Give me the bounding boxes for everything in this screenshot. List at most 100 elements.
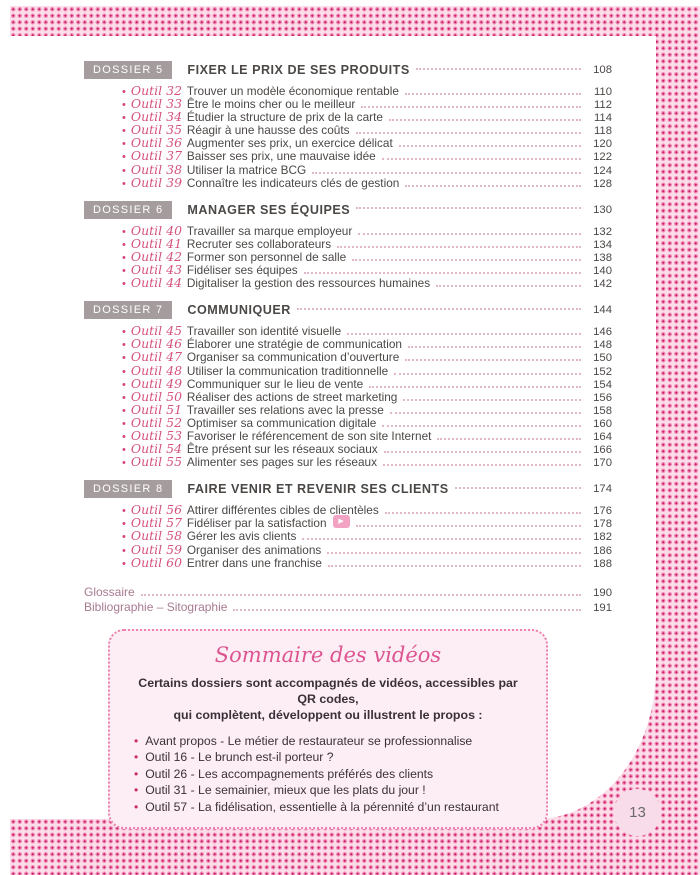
outil-label: Outil 56 xyxy=(130,502,183,518)
dot-leaders xyxy=(347,333,581,336)
toc-item: • Outil 50 Réaliser des actions de stree… xyxy=(122,389,612,404)
section-page-number: 144 xyxy=(593,304,612,317)
outil-label: Outil 49 xyxy=(130,375,183,391)
toc-item: • Outil 57 Fidéliser par la satisfaction… xyxy=(122,515,612,530)
dossier-badge: DOSSIER 6 xyxy=(84,200,173,219)
item-title: Utiliser la matrice BCG xyxy=(186,162,307,177)
dot-leaders xyxy=(355,525,581,528)
toc-item: • Outil 48 Utiliser la communication tra… xyxy=(122,363,612,378)
bullet-icon: • xyxy=(122,444,126,457)
item-page-number: 150 xyxy=(593,352,612,365)
dot-leaders xyxy=(415,67,581,70)
toc-item: • Outil 43 Fidéliser ses équipes 140 xyxy=(122,262,612,278)
item-page-number: 132 xyxy=(593,225,612,238)
bullet-icon: • xyxy=(122,531,126,544)
section-title: MANAGER SES ÉQUIPES xyxy=(187,202,351,217)
toc-item: • Outil 51 Travailler ses relations avec… xyxy=(122,402,612,417)
toc-item: • Outil 59 Organiser des animations 186 xyxy=(122,542,612,557)
bullet-icon: • xyxy=(122,177,126,190)
toc-section: DOSSIER 5 FIXER LE PRIX DE SES PRODUITS … xyxy=(84,60,612,190)
bullet-icon: • xyxy=(122,544,126,557)
item-page-number: 140 xyxy=(593,265,612,278)
outil-label: Outil 45 xyxy=(130,323,183,339)
dot-leaders xyxy=(389,411,581,414)
outil-label: Outil 44 xyxy=(130,275,183,291)
toc-item: • Outil 45 Travailler son identité visue… xyxy=(122,323,612,339)
outil-label: Outil 55 xyxy=(130,454,183,470)
dot-leaders xyxy=(303,272,581,275)
video-summary-box: Sommaire des vidéos Certains dossiers so… xyxy=(108,628,548,830)
bullet-icon: • xyxy=(134,799,139,814)
dot-leaders xyxy=(382,424,581,427)
item-title: Travailler son identité visuelle xyxy=(186,324,342,339)
bullet-icon: • xyxy=(134,766,139,781)
section-header: DOSSIER 5 FIXER LE PRIX DE SES PRODUITS … xyxy=(84,60,612,80)
item-title: Recruter ses collaborateurs xyxy=(186,236,332,251)
bullet-icon: • xyxy=(122,505,126,518)
video-list: • Avant propos - Le métier de restaurate… xyxy=(128,733,528,816)
video-box-intro: Certains dossiers sont accompagnés de vi… xyxy=(128,675,528,723)
outil-label: Outil 54 xyxy=(130,441,183,457)
bullet-icon: • xyxy=(122,339,126,352)
section-title: FAIRE VENIR ET REVENIR SES CLIENTS xyxy=(187,482,449,497)
item-page-number: 114 xyxy=(593,112,612,125)
item-page-number: 134 xyxy=(593,238,612,251)
video-item-text: Outil 16 - Le brunch est-il porteur ? xyxy=(145,750,334,765)
outil-label: Outil 40 xyxy=(130,222,183,238)
dossier-badge: DOSSIER 5 xyxy=(84,61,173,79)
item-page-number: 160 xyxy=(593,417,612,430)
outil-label: Outil 39 xyxy=(130,174,183,190)
item-title: Favoriser le référencement de son site I… xyxy=(186,428,432,443)
video-list-item: • Outil 26 - Les accompagnements préféré… xyxy=(134,766,528,783)
dot-leaders xyxy=(233,608,581,611)
item-page-number: 142 xyxy=(593,278,612,291)
toc-item: • Outil 60 Entrer dans une franchise 188 xyxy=(122,555,612,570)
outil-label: Outil 46 xyxy=(130,336,183,352)
video-item-text: Outil 57 - La fidélisation, essentielle … xyxy=(145,799,499,814)
item-page-number: 124 xyxy=(593,164,612,177)
section-items: • Outil 40 Travailler sa marque employeu… xyxy=(84,222,612,291)
dot-leaders xyxy=(381,158,581,161)
item-title: Utiliser la communication traditionnelle xyxy=(186,363,389,378)
section-page-number: 174 xyxy=(593,483,612,496)
item-title: Former son personnel de salle xyxy=(186,249,347,264)
section-header: DOSSIER 6 MANAGER SES ÉQUIPES 130 xyxy=(84,200,612,220)
dossier-badge: DOSSIER 8 xyxy=(84,480,173,499)
item-page-number: 170 xyxy=(593,457,612,470)
outil-label: Outil 52 xyxy=(130,414,183,430)
item-title: Entrer dans une franchise xyxy=(186,555,322,570)
dot-leaders xyxy=(352,258,581,261)
item-title: Travailler sa marque employeur xyxy=(186,223,353,238)
section-header: DOSSIER 7 COMMUNIQUER 144 xyxy=(84,300,612,320)
item-title: Baisser ses prix, une mauvaise idée xyxy=(186,149,376,164)
toc-item: • Outil 44 Digitaliser la gestion des re… xyxy=(122,275,612,291)
outil-label: Outil 43 xyxy=(130,262,183,278)
extra-page-number: 191 xyxy=(593,601,612,614)
item-title: Étudier la structure de prix de la carte xyxy=(186,110,383,125)
play-triangle-icon: ▶ xyxy=(338,518,344,526)
toc-extras: Glossaire 190 Bibliographie – Sitographi… xyxy=(84,585,612,615)
dot-leaders xyxy=(437,437,581,440)
dot-leaders xyxy=(405,184,581,187)
video-item-text: Outil 26 - Les accompagnements préférés … xyxy=(145,766,434,781)
toc-item: • Outil 34 Étudier la structure de prix … xyxy=(122,109,612,125)
outil-label: Outil 47 xyxy=(130,349,183,365)
item-title: Augmenter ses prix, un exercice délicat xyxy=(186,136,393,151)
bullet-icon: • xyxy=(122,326,126,339)
bullet-icon: • xyxy=(122,164,126,177)
toc-section: DOSSIER 7 COMMUNIQUER 144 • Outil 45 Tra… xyxy=(84,300,612,470)
item-title: Gérer les avis clients xyxy=(186,529,297,544)
toc-item: • Outil 37 Baisser ses prix, une mauvais… xyxy=(122,148,612,164)
toc-item: • Outil 54 Être présent sur les réseaux … xyxy=(122,441,612,457)
outil-label: Outil 36 xyxy=(130,135,183,151)
item-page-number: 112 xyxy=(593,99,612,112)
toc-item: • Outil 56 Attirer différentes cibles de… xyxy=(122,502,612,518)
table-of-contents: DOSSIER 5 FIXER LE PRIX DE SES PRODUITS … xyxy=(84,60,612,830)
bullet-icon: • xyxy=(134,783,139,798)
dot-leaders xyxy=(394,372,581,375)
item-page-number: 128 xyxy=(593,177,612,190)
bullet-icon: • xyxy=(122,278,126,291)
extra-title: Bibliographie – Sitographie xyxy=(84,599,228,614)
toc-section: DOSSIER 8 FAIRE VENIR ET REVENIR SES CLI… xyxy=(84,479,612,570)
toc-item: • Outil 38 Utiliser la matrice BCG 124 xyxy=(122,162,612,177)
